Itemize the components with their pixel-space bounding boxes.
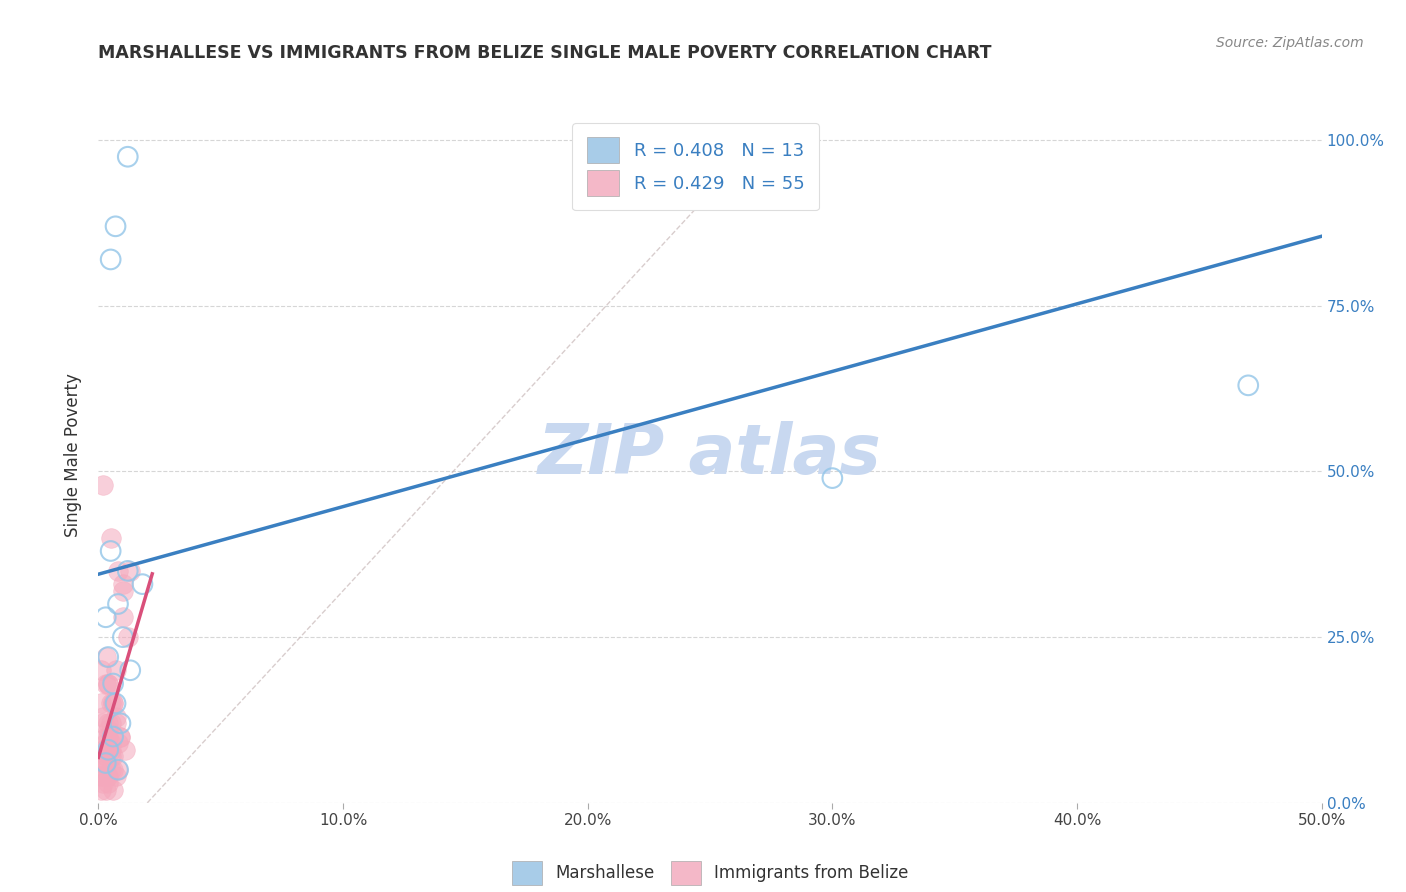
Point bbox=[91, 709, 114, 723]
Text: MARSHALLESE VS IMMIGRANTS FROM BELIZE SINGLE MALE POVERTY CORRELATION CHART: MARSHALLESE VS IMMIGRANTS FROM BELIZE SI… bbox=[98, 45, 991, 62]
Point bbox=[94, 736, 117, 750]
Y-axis label: Single Male Poverty: Single Male Poverty bbox=[65, 373, 83, 537]
Point bbox=[101, 749, 124, 764]
Point bbox=[101, 782, 124, 797]
Point bbox=[101, 697, 124, 711]
Point bbox=[97, 676, 120, 690]
Point bbox=[91, 743, 114, 757]
Point bbox=[91, 716, 114, 731]
Point bbox=[120, 564, 142, 578]
Point bbox=[100, 749, 122, 764]
Point bbox=[97, 723, 120, 737]
Point bbox=[97, 676, 120, 690]
Point bbox=[100, 736, 122, 750]
Point bbox=[100, 544, 122, 558]
Point bbox=[104, 769, 127, 783]
Point bbox=[100, 531, 122, 545]
Point bbox=[94, 756, 117, 770]
Point bbox=[94, 650, 117, 665]
Point bbox=[111, 577, 134, 591]
Point bbox=[100, 716, 122, 731]
Point bbox=[97, 743, 120, 757]
Point bbox=[111, 583, 134, 598]
Point bbox=[107, 763, 129, 777]
Point bbox=[97, 776, 120, 790]
Point bbox=[94, 676, 117, 690]
Point bbox=[91, 756, 114, 770]
Point bbox=[110, 716, 132, 731]
Point bbox=[110, 730, 132, 744]
Point bbox=[90, 769, 112, 783]
Point bbox=[107, 564, 129, 578]
Point bbox=[117, 564, 139, 578]
Legend: Marshallese, Immigrants from Belize: Marshallese, Immigrants from Belize bbox=[503, 853, 917, 892]
Text: ZIP atlas: ZIP atlas bbox=[538, 421, 882, 489]
Point bbox=[91, 776, 114, 790]
Point bbox=[100, 763, 122, 777]
Point bbox=[97, 769, 120, 783]
Point bbox=[101, 676, 124, 690]
Point bbox=[111, 630, 134, 644]
Point bbox=[97, 650, 120, 665]
Point bbox=[94, 730, 117, 744]
Point bbox=[101, 730, 124, 744]
Point bbox=[94, 749, 117, 764]
Point bbox=[110, 730, 132, 744]
Point bbox=[94, 782, 117, 797]
Point bbox=[101, 697, 124, 711]
Point bbox=[104, 709, 127, 723]
Point bbox=[117, 150, 139, 164]
Point bbox=[94, 756, 117, 770]
Point bbox=[100, 743, 122, 757]
Point bbox=[94, 610, 117, 624]
Point bbox=[100, 252, 122, 267]
Point bbox=[97, 716, 120, 731]
Point bbox=[90, 763, 112, 777]
Point bbox=[1237, 378, 1260, 392]
Point bbox=[107, 736, 129, 750]
Point bbox=[107, 597, 129, 611]
Text: Source: ZipAtlas.com: Source: ZipAtlas.com bbox=[1216, 36, 1364, 50]
Point bbox=[114, 743, 136, 757]
Point bbox=[94, 743, 117, 757]
Point bbox=[104, 219, 127, 234]
Point bbox=[107, 763, 129, 777]
Point bbox=[104, 716, 127, 731]
Point bbox=[100, 697, 122, 711]
Point bbox=[90, 782, 112, 797]
Point bbox=[117, 630, 139, 644]
Point bbox=[91, 756, 114, 770]
Point bbox=[131, 577, 153, 591]
Point bbox=[97, 730, 120, 744]
Point bbox=[111, 610, 134, 624]
Point bbox=[101, 763, 124, 777]
Point bbox=[90, 697, 112, 711]
Point bbox=[91, 477, 114, 491]
Point bbox=[104, 697, 127, 711]
Point bbox=[120, 663, 142, 677]
Point bbox=[94, 769, 117, 783]
Point bbox=[821, 471, 844, 485]
Point bbox=[90, 663, 112, 677]
Point bbox=[104, 663, 127, 677]
